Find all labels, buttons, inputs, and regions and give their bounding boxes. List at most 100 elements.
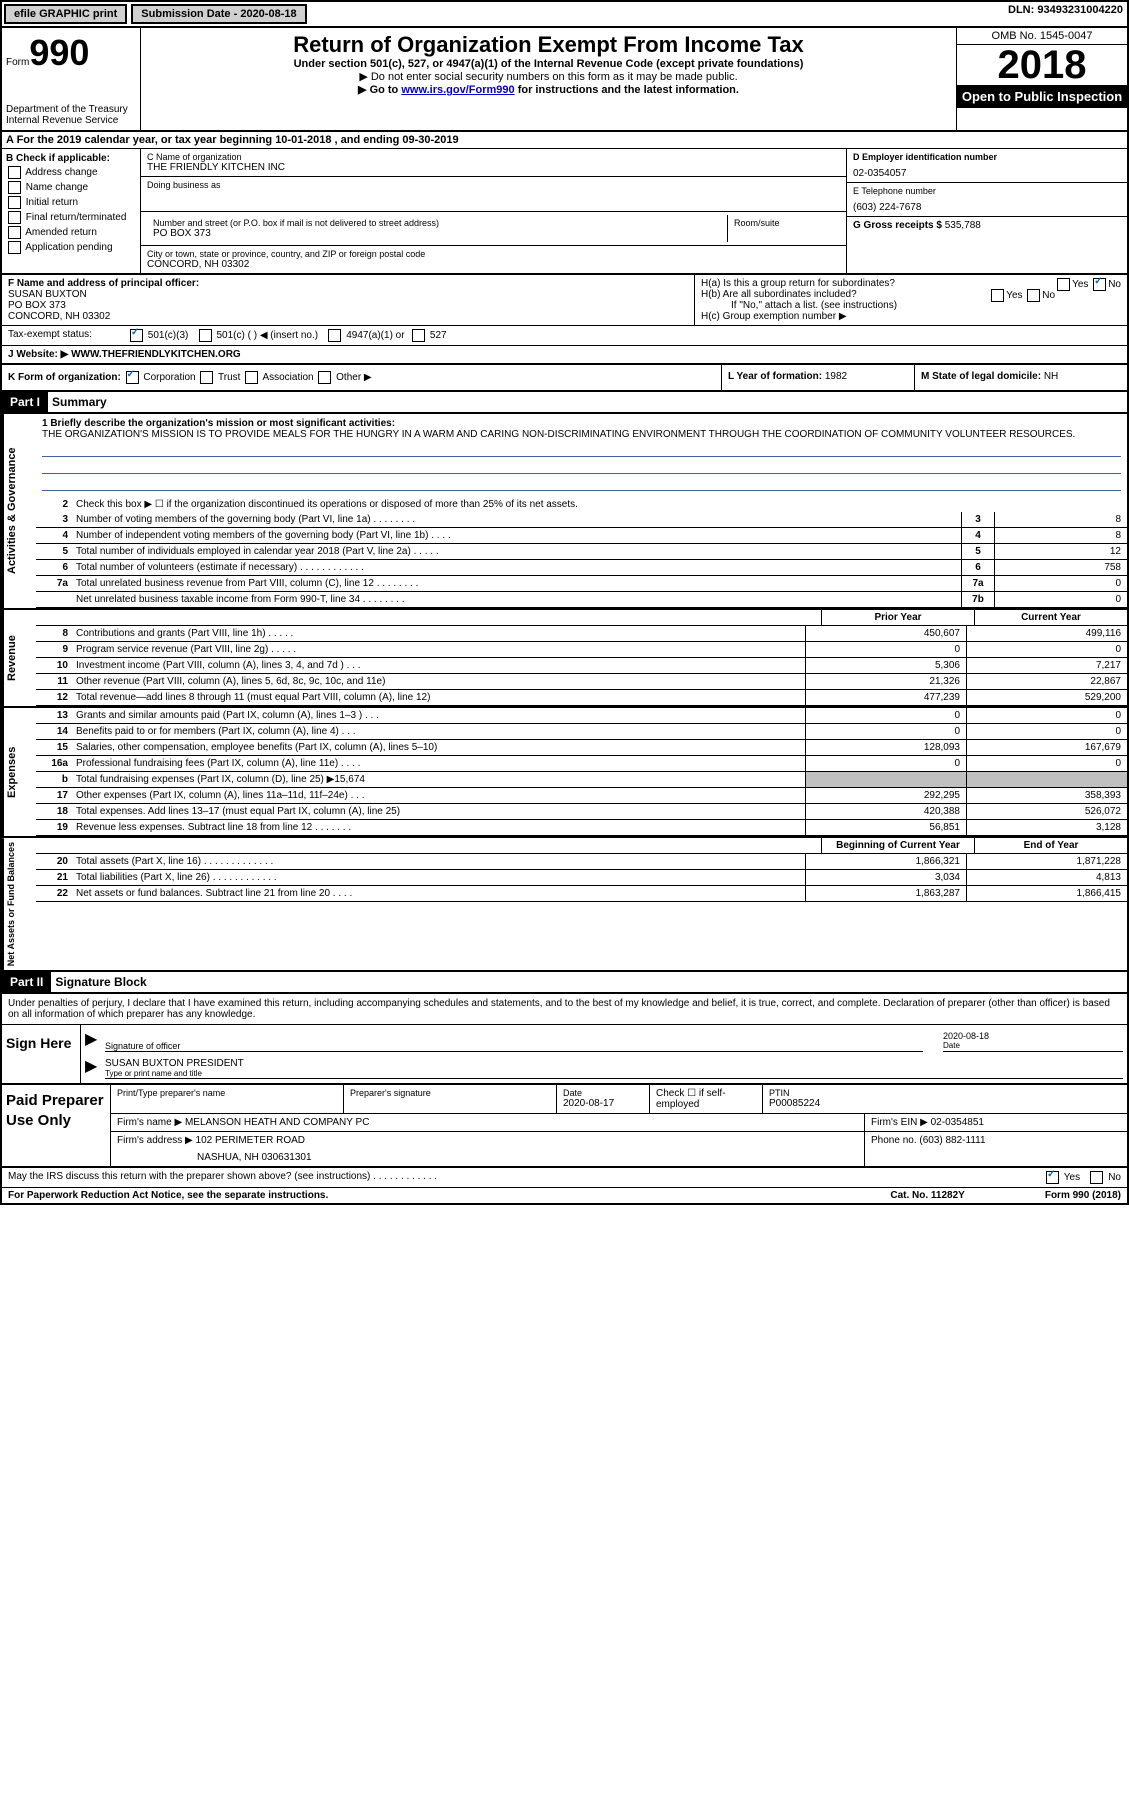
header-center: Return of Organization Exempt From Incom… — [141, 28, 956, 130]
gross-value: 535,788 — [945, 220, 981, 231]
form-990-page: efile GRAPHIC print Submission Date - 20… — [0, 0, 1129, 1205]
hb-label: H(b) Are all subordinates included? — [701, 289, 857, 300]
corp-checkbox[interactable] — [126, 371, 139, 384]
k-form-org: K Form of organization: Corporation Trus… — [2, 365, 721, 390]
footer-mid: Cat. No. 11282Y — [890, 1190, 964, 1201]
c-label: C Name of organization — [147, 152, 840, 162]
part1-badge: Part I — [2, 392, 48, 412]
e-label: E Telephone number — [853, 186, 1121, 196]
line-15: 15Salaries, other compensation, employee… — [36, 740, 1127, 756]
preparer-date: Date2020-08-17 — [557, 1085, 650, 1113]
checkbox-final-return[interactable] — [8, 211, 21, 224]
col-b-header: B Check if applicable: — [6, 153, 136, 164]
tax-status-label: Tax-exempt status: — [8, 329, 128, 342]
checkbox-initial-return[interactable] — [8, 196, 21, 209]
dba-label: Doing business as — [147, 180, 840, 190]
officer-signature-field[interactable]: Signature of officer — [105, 1029, 923, 1052]
header-right: OMB No. 1545-0047 2018 Open to Public In… — [956, 28, 1127, 130]
501c-checkbox[interactable] — [199, 329, 212, 342]
discuss-question: May the IRS discuss this return with the… — [8, 1171, 1044, 1184]
line-16a: 16aProfessional fundraising fees (Part I… — [36, 756, 1127, 772]
firm-ein-cell: Firm's EIN ▶ 02-0354851 — [865, 1114, 1127, 1131]
addr-row: Number and street (or P.O. box if mail i… — [141, 212, 846, 246]
501c3-checkbox[interactable] — [130, 329, 143, 342]
website-value: WWW.THEFRIENDLYKITCHEN.ORG — [71, 349, 241, 360]
ein-value: 02-0354057 — [853, 168, 1121, 179]
preparer-print-name: Print/Type preparer's name — [111, 1085, 344, 1113]
footer-left: For Paperwork Reduction Act Notice, see … — [8, 1190, 890, 1201]
submission-label: Submission Date - — [141, 8, 240, 20]
firm-addr-cell: Firm's address ▶ 102 PERIMETER ROAD NASH… — [111, 1132, 865, 1166]
sign-arrow-icon: ▶ — [85, 1056, 105, 1079]
part2-badge: Part II — [2, 972, 51, 992]
line-8: 8Contributions and grants (Part VIII, li… — [36, 626, 1127, 642]
sidebar-expenses: Expenses — [2, 708, 36, 836]
ein-cell: D Employer identification number 02-0354… — [847, 149, 1127, 183]
preparer-signature[interactable]: Preparer's signature — [344, 1085, 557, 1113]
checkbox-address-change[interactable] — [8, 166, 21, 179]
line-b: bTotal fundraising expenses (Part IX, co… — [36, 772, 1127, 788]
g-label: G Gross receipts $ — [853, 220, 945, 231]
net-col-headers: Beginning of Current Year End of Year — [36, 838, 1127, 854]
trust-checkbox[interactable] — [200, 371, 213, 384]
paid-preparer-label: Paid Preparer Use Only — [2, 1085, 110, 1166]
hb-yes[interactable] — [991, 289, 1004, 302]
dept-treasury: Department of the Treasury Internal Reve… — [6, 104, 136, 126]
ha-yes[interactable] — [1057, 278, 1070, 291]
officer-addr1: PO BOX 373 — [8, 300, 688, 311]
f-label: F Name and address of principal officer: — [8, 278, 688, 289]
paid-preparer-block: Paid Preparer Use Only Print/Type prepar… — [2, 1085, 1127, 1168]
checkbox-pending[interactable] — [8, 241, 21, 254]
form-subtitle: Under section 501(c), 527, or 4947(a)(1)… — [145, 58, 952, 70]
mission-block: 1 Briefly describe the organization's mi… — [36, 414, 1127, 497]
col-b-checkboxes: B Check if applicable: Address change Na… — [2, 149, 141, 273]
revenue-section: Revenue Prior Year Current Year 8Contrib… — [2, 610, 1127, 708]
phone-value: (603) 224-7678 — [853, 202, 1121, 213]
line-10: 10Investment income (Part VIII, column (… — [36, 658, 1127, 674]
l-year-formation: L Year of formation: 1982 — [721, 365, 914, 390]
ha-label: H(a) Is this a group return for subordin… — [701, 278, 895, 289]
officer-name-field: SUSAN BUXTON PRESIDENT Type or print nam… — [105, 1056, 1123, 1079]
form-number: 990 — [29, 32, 89, 73]
h-note: If "No," attach a list. (see instruction… — [701, 300, 1121, 311]
line-3: 3Number of voting members of the governi… — [36, 512, 1127, 528]
dln: DLN: 93493231004220 — [1004, 2, 1127, 26]
assoc-checkbox[interactable] — [245, 371, 258, 384]
net-assets-section: Net Assets or Fund Balances Beginning of… — [2, 838, 1127, 972]
header-left: Form990 Department of the Treasury Inter… — [2, 28, 141, 130]
sign-date-field: 2020-08-18 Date — [943, 1029, 1123, 1052]
org-info-grid: B Check if applicable: Address change Na… — [2, 149, 1127, 275]
checkbox-name-change[interactable] — [8, 181, 21, 194]
ptin-cell: PTINP00085224 — [763, 1085, 1127, 1113]
ha-no[interactable] — [1093, 278, 1106, 291]
website-row: J Website: ▶ WWW.THEFRIENDLYKITCHEN.ORG — [2, 346, 1127, 365]
discuss-no[interactable] — [1090, 1171, 1103, 1184]
line-13: 13Grants and similar amounts paid (Part … — [36, 708, 1127, 724]
checkbox-amended[interactable] — [8, 226, 21, 239]
phone-cell: E Telephone number (603) 224-7678 — [847, 183, 1127, 217]
line-2: 2 Check this box ▶ ☐ if the organization… — [36, 497, 1127, 512]
org-name: THE FRIENDLY KITCHEN INC — [147, 162, 840, 173]
line-14: 14Benefits paid to or for members (Part … — [36, 724, 1127, 740]
city-row: City or town, state or province, country… — [141, 246, 846, 273]
efile-button[interactable]: efile GRAPHIC print — [4, 4, 127, 24]
sign-here-block: Sign Here ▶ Signature of officer 2020-08… — [2, 1025, 1127, 1085]
line-20: 20Total assets (Part X, line 16) . . . .… — [36, 854, 1127, 870]
4947-checkbox[interactable] — [328, 329, 341, 342]
discuss-yes[interactable] — [1046, 1171, 1059, 1184]
sidebar-net-assets: Net Assets or Fund Balances — [2, 838, 36, 970]
submission-date: 2020-08-18 — [240, 8, 296, 20]
irs-link[interactable]: www.irs.gov/Form990 — [401, 84, 514, 96]
expenses-section: Expenses 13Grants and similar amounts pa… — [2, 708, 1127, 838]
footer-row: For Paperwork Reduction Act Notice, see … — [2, 1188, 1127, 1203]
form-label: Form — [6, 57, 29, 68]
sign-arrow-icon: ▶ — [85, 1029, 105, 1052]
527-checkbox[interactable] — [412, 329, 425, 342]
begin-year-header: Beginning of Current Year — [821, 838, 974, 853]
line-9: 9Program service revenue (Part VIII, lin… — [36, 642, 1127, 658]
hb-no[interactable] — [1027, 289, 1040, 302]
other-checkbox[interactable] — [318, 371, 331, 384]
line-5: 5Total number of individuals employed in… — [36, 544, 1127, 560]
mission-blank-line — [42, 476, 1121, 491]
self-employed-check[interactable]: Check ☐ if self-employed — [650, 1085, 763, 1113]
